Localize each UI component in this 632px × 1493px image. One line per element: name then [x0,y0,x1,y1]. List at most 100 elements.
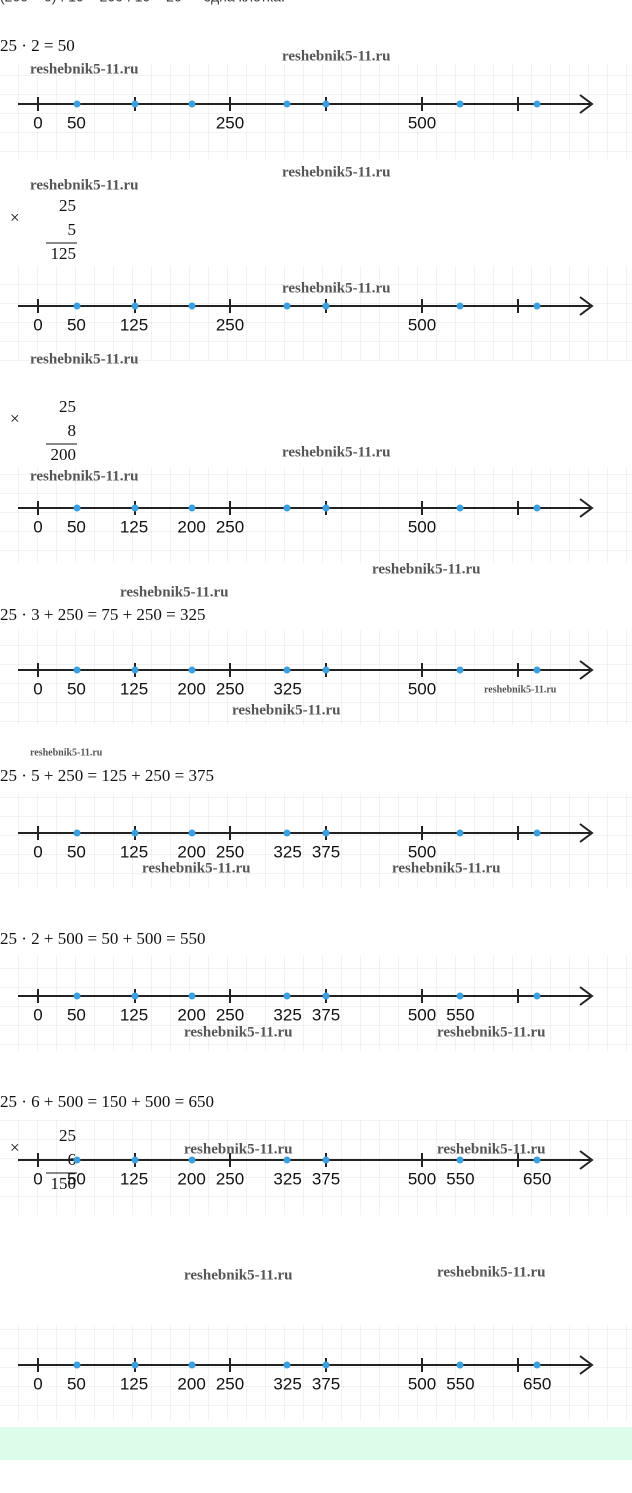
watermark: reshebnik5-11.ru [184,1267,293,1283]
formula: 25 · 2 + 500 = 50 + 500 = 550 [0,929,206,948]
dot [533,992,541,1000]
dot [322,829,330,837]
dot [322,666,330,674]
dot [533,829,541,837]
axis-label: 200 [177,1374,205,1393]
dot [322,992,330,1000]
axis-label: 550 [446,1005,474,1024]
axis-label: 50 [67,1005,86,1024]
watermark: reshebnik5-11.ru [282,280,391,296]
axis-label: 200 [177,1169,205,1188]
grid [0,468,632,563]
dot [456,1361,464,1369]
dot [456,504,464,512]
axis-label: 500 [408,842,436,861]
watermark: reshebnik5-11.ru [30,351,139,367]
dot [456,302,464,310]
formula: 25 · 2 = 50 [0,36,75,55]
arrow [579,986,594,1006]
dot [283,504,291,512]
axis-label: 325 [273,1169,301,1188]
watermark: reshebnik5-11.ru [184,1024,293,1040]
watermark: reshebnik5-11.ru [142,860,251,876]
watermark: reshebnik5-11.ru [30,468,139,484]
dot [322,302,330,310]
dot [533,1156,541,1164]
dot [283,1156,291,1164]
dot [283,829,291,837]
mult-row: 150 [51,1174,77,1193]
dot [283,100,291,108]
times-sign: × [10,208,20,227]
watermark: reshebnik5-11.ru [282,48,391,64]
axis-label: 500 [408,113,436,132]
axis-label: 500 [408,1005,436,1024]
axis-label: 375 [312,842,340,861]
axis-label: 200 [177,1005,205,1024]
watermark: reshebnik5-11.ru [120,584,229,600]
axis-label: 500 [408,315,436,334]
dot [188,1361,196,1369]
mult-row: 25 [59,196,76,215]
axis-label: 0 [33,1005,42,1024]
dot [73,666,81,674]
times-sign: × [10,409,20,428]
grid [0,793,632,888]
dot [188,829,196,837]
axis-label: 200 [177,842,205,861]
watermark: reshebnik5-11.ru [437,1141,546,1157]
mult-row: 25 [59,1126,76,1145]
axis-label: 0 [33,113,42,132]
arrow [579,660,594,680]
axis-label: 50 [67,1169,86,1188]
axis-label: 250 [216,842,244,861]
arrow [579,94,594,114]
dot [322,504,330,512]
dot [73,302,81,310]
dot [188,666,196,674]
axis-label: 0 [33,842,42,861]
watermark: reshebnik5-11.ru [484,684,557,695]
dot [533,100,541,108]
axis-label: 0 [33,1169,42,1188]
arrow [579,1355,594,1375]
axis-label: 250 [216,679,244,698]
watermark: reshebnik5-11.ru [232,702,341,718]
axis-label: 375 [312,1374,340,1393]
dot [283,992,291,1000]
dot [73,100,81,108]
axis-label: 550 [446,1374,474,1393]
dot [533,504,541,512]
axis-label: 500 [408,1374,436,1393]
axis-label: 250 [216,1169,244,1188]
dot [283,666,291,674]
mult-row: 25 [59,397,76,416]
dot [188,100,196,108]
dot [456,829,464,837]
axis-label: 325 [273,679,301,698]
mult-row: 200 [51,445,77,464]
watermark: reshebnik5-11.ru [437,1024,546,1040]
axis-label: 250 [216,113,244,132]
formula: 25 · 3 + 250 = 75 + 250 = 325 [0,605,206,624]
dot [456,100,464,108]
mult-row: 5 [68,220,77,239]
dot [131,666,139,674]
axis-label: 250 [216,1374,244,1393]
axis-label: 50 [67,315,86,334]
axis-label: 50 [67,113,86,132]
dot [73,992,81,1000]
dot [73,1156,81,1164]
formula: 25 · 6 + 500 = 150 + 500 = 650 [0,1092,214,1111]
dot [131,829,139,837]
grid [0,630,632,725]
axis-label: 550 [446,1169,474,1188]
dot [131,1156,139,1164]
axis-label: 250 [216,315,244,334]
grid [0,956,632,1051]
dot [322,1156,330,1164]
grid [0,266,632,361]
axis-label: 200 [177,517,205,536]
watermark: reshebnik5-11.ru [30,747,103,758]
axis-label: 250 [216,517,244,536]
